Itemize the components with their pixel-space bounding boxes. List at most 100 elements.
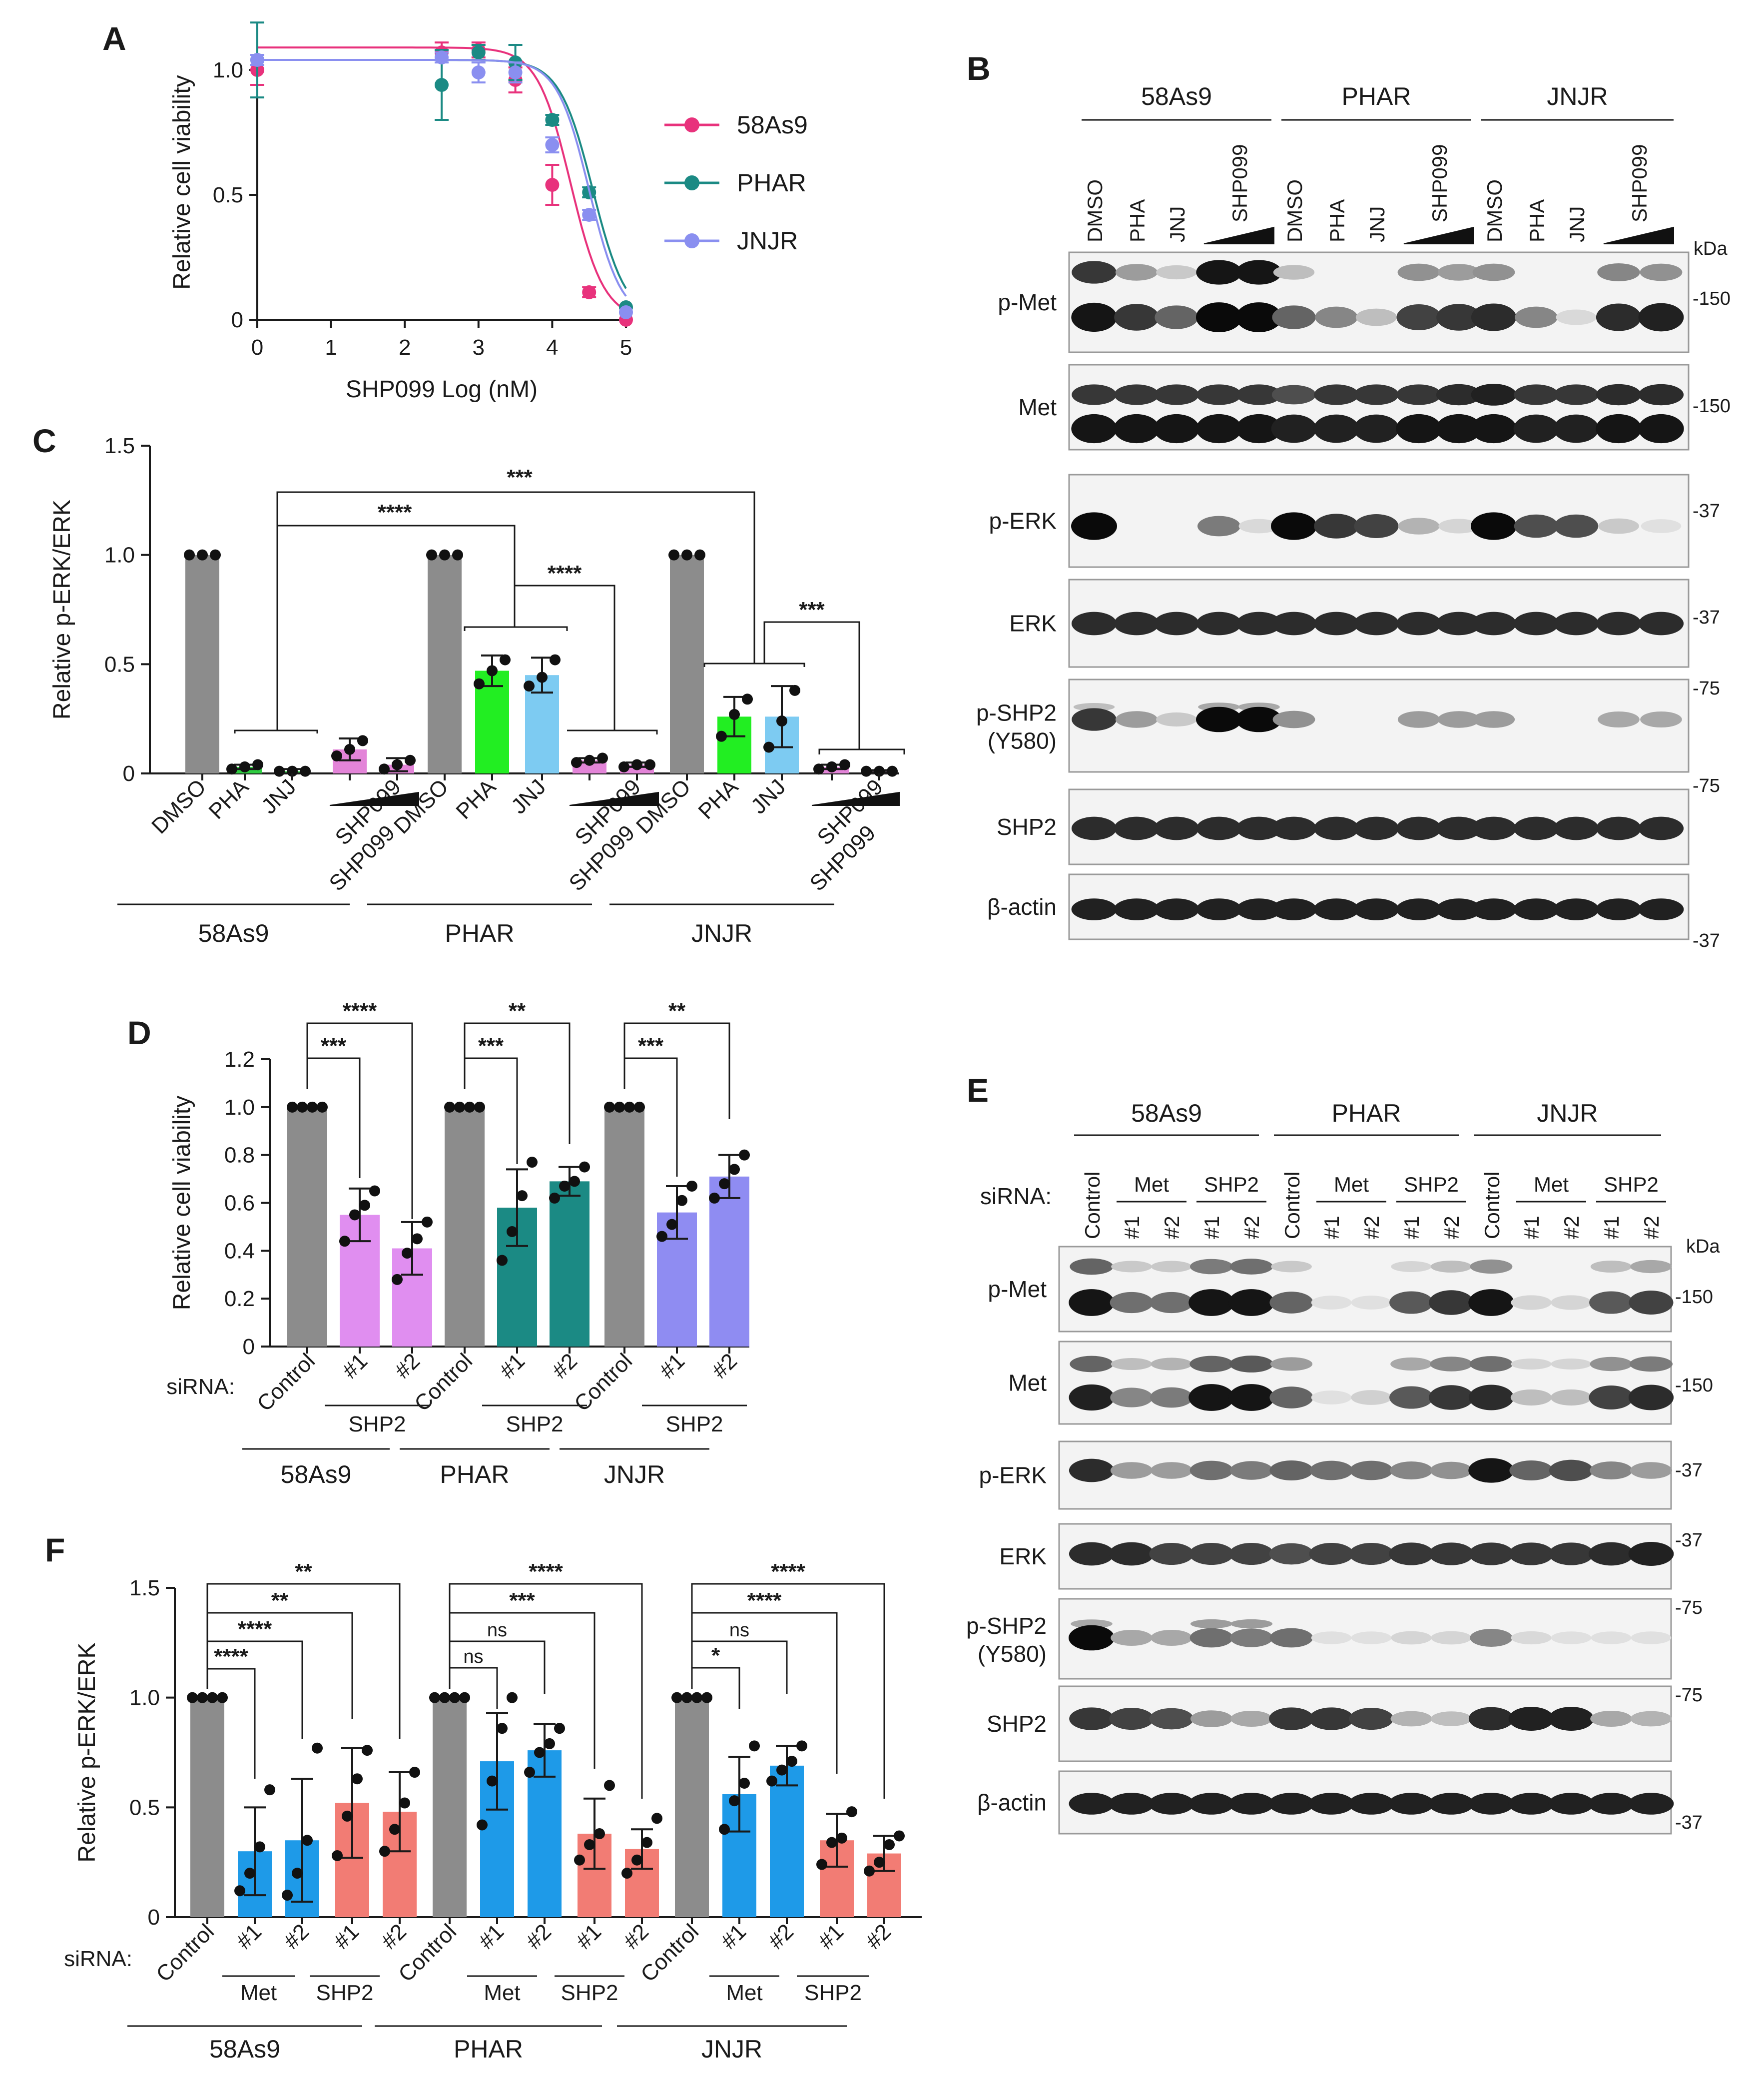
blot-band: [1236, 384, 1281, 405]
data-dot: [729, 1164, 740, 1175]
subgroup-label: SHP2: [804, 1981, 862, 2005]
blot-band: [1189, 1543, 1234, 1565]
data-dot: [187, 1692, 198, 1703]
group-label-JNJR: JNJR: [691, 919, 752, 947]
blot-band: [1115, 711, 1158, 728]
x-tick-label: PHA: [693, 774, 743, 824]
blot-band: [1072, 708, 1117, 731]
data-dot: [252, 759, 263, 770]
x-tick-label: #2: [619, 1919, 653, 1954]
blot-band: [1391, 1631, 1432, 1645]
subgroup-label: SHP2: [349, 1412, 406, 1436]
panel-label-A: A: [102, 20, 126, 57]
blot-band: [1155, 305, 1198, 329]
y-tick-label: 0.8: [224, 1143, 255, 1168]
significance-label: ***: [478, 1034, 504, 1058]
blot-band: [1071, 512, 1117, 540]
data-dot: [342, 1810, 353, 1822]
blot-band: [1351, 1296, 1392, 1310]
blot-band: [1590, 1260, 1632, 1273]
blot-band: [1355, 308, 1397, 326]
blot-band: [1596, 898, 1642, 920]
blot-group-58As9: 58As9: [1141, 82, 1212, 110]
data-dot: [716, 730, 727, 742]
blot-band: [1513, 612, 1559, 636]
y-tick-label: 0.5: [104, 652, 135, 677]
blot-band: [1638, 414, 1684, 444]
lane-group-met: Met: [1534, 1173, 1569, 1196]
bar-5: [428, 555, 462, 773]
data-dot: [500, 654, 511, 666]
blot-band: [1468, 1793, 1514, 1815]
data-point-JNJR: [582, 208, 596, 222]
subgroup-label: SHP2: [316, 1981, 374, 2005]
y-tick-label: 1.0: [213, 58, 243, 82]
kda-label: kDa: [1694, 238, 1728, 259]
data-dot: [864, 1865, 875, 1877]
data-dot: [487, 665, 498, 677]
blot-band: [1071, 414, 1117, 444]
x-tick-label: 5: [620, 335, 632, 360]
blot-band: [1154, 384, 1199, 405]
legend-label-PHAR: PHAR: [737, 169, 806, 197]
lane-label-number: #1: [1600, 1216, 1623, 1239]
data-dot: [429, 1692, 440, 1703]
sirna-label: siRNA:: [980, 1183, 1052, 1209]
lane-label-number: #2: [1240, 1216, 1263, 1239]
blot-band: [1471, 512, 1517, 540]
blot-band: [1114, 898, 1160, 920]
blot-band: [1154, 898, 1199, 920]
significance-bracket: [514, 585, 615, 730]
blot-band: [1470, 1628, 1513, 1647]
blot-band: [1236, 612, 1282, 636]
significance-label: ***: [507, 465, 533, 490]
data-dot: [534, 1747, 545, 1758]
blot-band: [1588, 1542, 1634, 1566]
blot-band: [1313, 898, 1359, 920]
blot-band: [1598, 518, 1639, 534]
blot-band: [1228, 1384, 1274, 1411]
data-dot: [287, 765, 298, 777]
data-dot: [379, 1846, 390, 1857]
data-dot: [197, 549, 208, 561]
subgroup-label: Met: [240, 1981, 277, 2005]
x-tick-label: Control: [252, 1349, 320, 1416]
blot-band: [1188, 1289, 1234, 1316]
data-dot: [839, 759, 850, 770]
blot-band: [1396, 414, 1442, 444]
blot-band: [1150, 1292, 1193, 1314]
lane-label-shp099: SHP099: [1428, 144, 1451, 222]
blot-band: [1151, 1358, 1192, 1371]
data-dot: [631, 759, 642, 770]
x-tick-label: #2: [707, 1349, 742, 1383]
blot-band: [1236, 706, 1282, 732]
blot-band: [1389, 1542, 1434, 1565]
blot-band: [1396, 384, 1441, 405]
bar-7: [528, 1750, 562, 1917]
blot-band: [1230, 1619, 1273, 1629]
subgroup-label: SHP2: [666, 1412, 723, 1436]
panel-label-E: E: [967, 1072, 989, 1109]
data-dot: [357, 735, 368, 746]
blot-band: [1268, 1793, 1314, 1815]
data-dot: [584, 754, 595, 766]
blot-band: [1513, 898, 1559, 920]
blot-band: [1271, 898, 1317, 920]
lane-label-number: #1: [1400, 1216, 1423, 1239]
data-dot: [776, 1764, 787, 1776]
blot-band: [1471, 816, 1517, 840]
data-dot: [559, 1180, 570, 1192]
blot-band: [1354, 384, 1399, 405]
x-tick-label: #1: [338, 1349, 372, 1383]
blot-band: [1109, 1793, 1155, 1815]
lane-label-number: #2: [1560, 1216, 1583, 1239]
data-dot: [331, 750, 342, 762]
legend-label-JNJR: JNJR: [737, 227, 798, 255]
blot-band: [1553, 414, 1599, 443]
data-dot: [439, 549, 450, 561]
significance-label: ns: [729, 1620, 749, 1641]
data-dot: [884, 1839, 895, 1851]
blot-band: [1548, 1793, 1594, 1815]
blot-band: [1072, 384, 1117, 405]
y-tick-label: 0: [231, 308, 243, 332]
